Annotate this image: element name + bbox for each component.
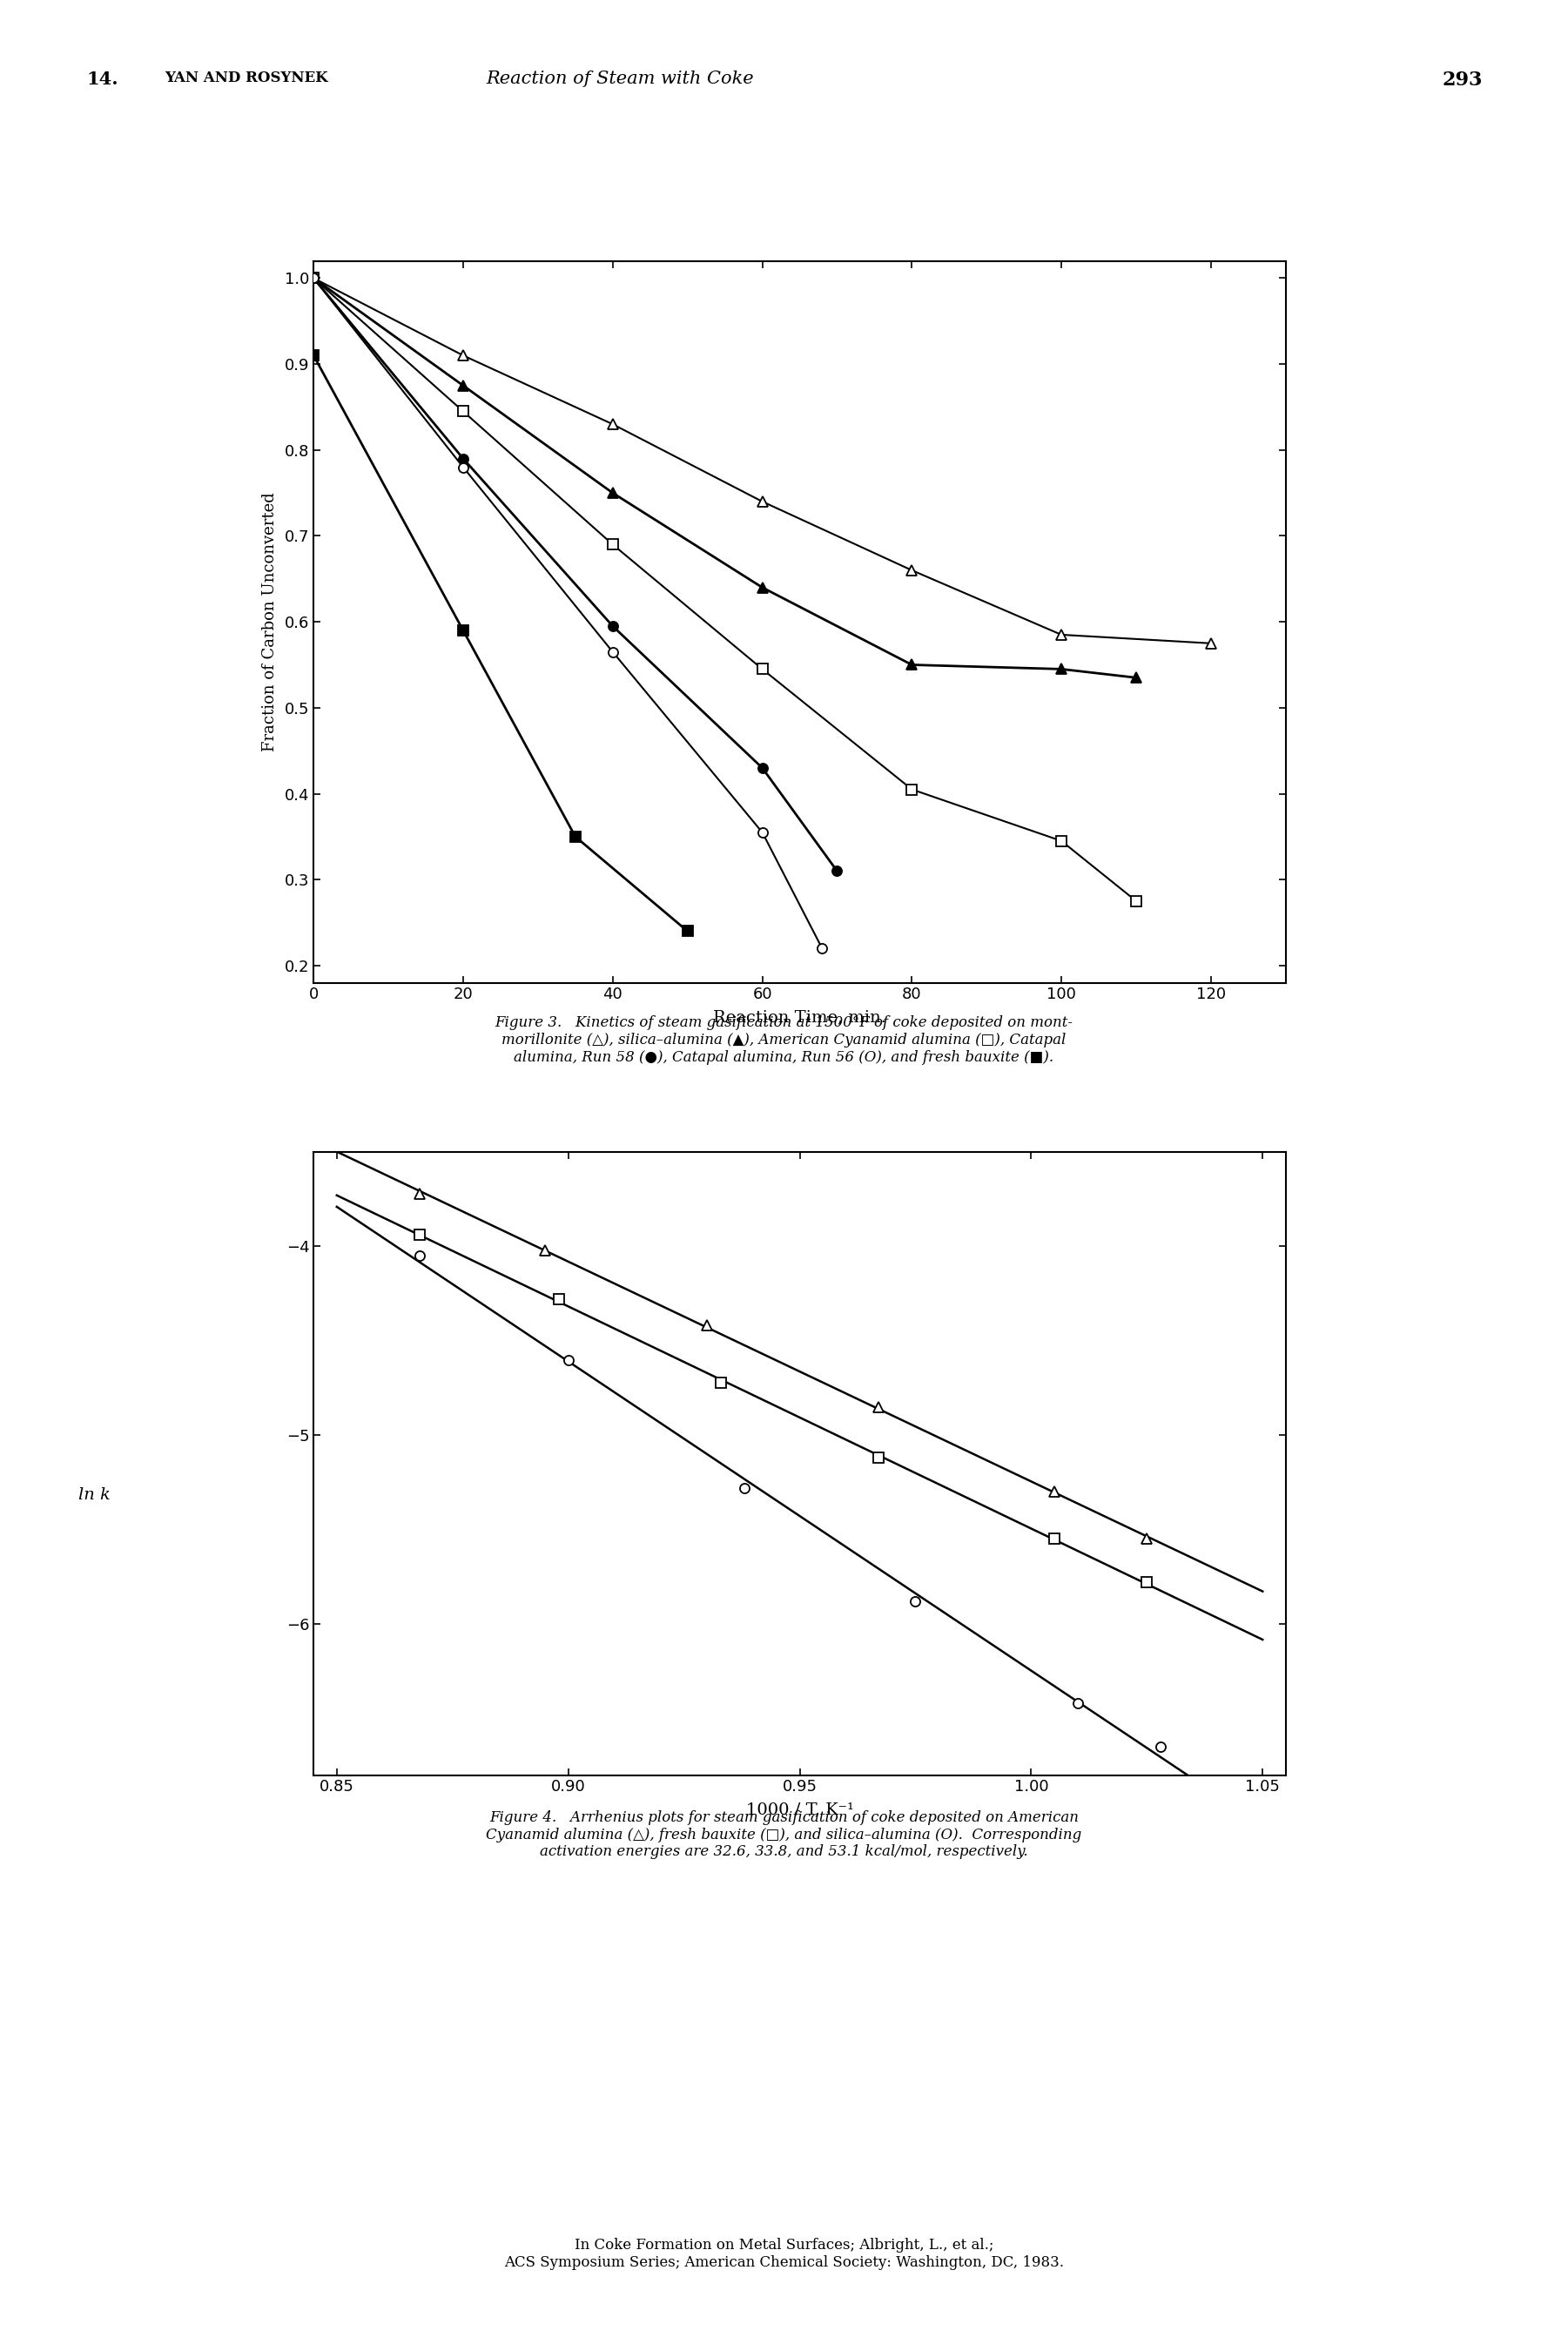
- Text: Figure 4.   Arrhenius plots for steam gasification of coke deposited on American: Figure 4. Arrhenius plots for steam gasi…: [486, 1810, 1082, 1860]
- Y-axis label: Fraction of Carbon Unconverted: Fraction of Carbon Unconverted: [262, 491, 278, 752]
- Text: 293: 293: [1443, 71, 1483, 89]
- Text: Figure 3.   Kinetics of steam gasification at 1500°F of coke deposited on mont-
: Figure 3. Kinetics of steam gasification…: [495, 1016, 1073, 1065]
- Text: Reaction of Steam with Coke: Reaction of Steam with Coke: [486, 71, 754, 87]
- Text: ln k: ln k: [78, 1486, 110, 1502]
- X-axis label: 1000 / T, K⁻¹: 1000 / T, K⁻¹: [746, 1803, 853, 1817]
- Text: 14.: 14.: [86, 71, 118, 87]
- Text: In Coke Formation on Metal Surfaces; Albright, L., et al.;
ACS Symposium Series;: In Coke Formation on Metal Surfaces; Alb…: [503, 2238, 1065, 2271]
- Text: YAN AND ROSYNEK: YAN AND ROSYNEK: [165, 71, 328, 85]
- X-axis label: Reaction Time, min.: Reaction Time, min.: [713, 1011, 886, 1025]
